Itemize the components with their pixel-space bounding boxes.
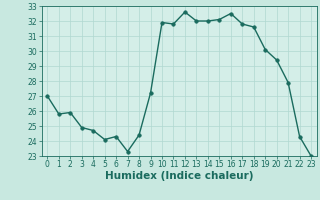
- X-axis label: Humidex (Indice chaleur): Humidex (Indice chaleur): [105, 171, 253, 181]
